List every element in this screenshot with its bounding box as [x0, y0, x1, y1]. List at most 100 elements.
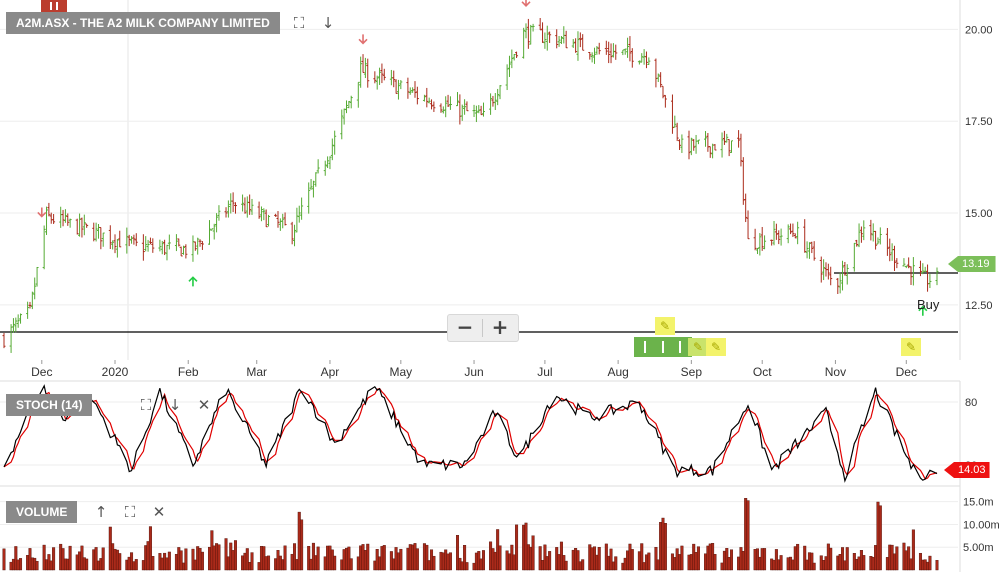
- handle-grip: [50, 2, 52, 10]
- volume-bar: [184, 548, 188, 571]
- volume-bar: [614, 556, 618, 571]
- volume-bar: [597, 547, 601, 571]
- date-tick-label: Dec: [31, 365, 52, 379]
- volume-bar: [538, 546, 542, 571]
- volume-gridlines: [0, 501, 958, 548]
- volume-bar: [456, 535, 460, 571]
- pencil-icon[interactable]: ✎: [655, 317, 675, 335]
- volume-bar: [366, 543, 370, 571]
- volume-bar: [481, 550, 485, 571]
- volume-bar: [167, 551, 171, 571]
- price-axis: 20.00 17.50 15.00 12.50: [965, 24, 993, 312]
- volume-bar: [647, 552, 651, 571]
- volume-bar: [300, 519, 304, 571]
- arrow-up-icon[interactable]: ↑: [94, 503, 108, 521]
- volume-bar: [382, 545, 386, 571]
- pencil-icon[interactable]: ✎: [901, 338, 921, 356]
- volume-tick-label: 15.0m: [963, 497, 994, 509]
- volume-bar: [531, 535, 535, 571]
- volume-bar: [630, 549, 634, 571]
- volume-bar: [134, 559, 138, 571]
- volume-bar: [829, 547, 833, 571]
- close-icon[interactable]: ✕: [197, 396, 211, 414]
- expand-icon[interactable]: ⛶: [124, 503, 136, 521]
- volume-bar: [779, 555, 783, 571]
- zoom-in-button[interactable]: +: [491, 315, 509, 339]
- volume-bar: [217, 544, 221, 571]
- volume-bar: [862, 555, 866, 571]
- volume-bar: [498, 545, 502, 571]
- stoch-tick-label: 80: [965, 397, 977, 409]
- last-price-tag: 13.19: [948, 256, 996, 272]
- volume-bar: [515, 524, 519, 571]
- handle-grip: [56, 2, 58, 10]
- expand-icon[interactable]: ⛶: [293, 14, 305, 32]
- zoom-divider: [482, 319, 483, 337]
- volume-tick-label: 10.00m: [963, 519, 1000, 531]
- volume-bar: [42, 544, 46, 571]
- date-tick-label: Jun: [464, 365, 483, 379]
- arrow-down-icon[interactable]: ↓: [321, 14, 335, 32]
- sell-arrow-icon: [358, 34, 368, 45]
- volume-bar: [245, 548, 249, 571]
- volume-bar: [841, 547, 845, 571]
- date-tick-label: Apr: [321, 365, 340, 379]
- date-axis: Dec 2020 Feb Mar Apr May Jun Jul Aug Sep Oct Nov Dec: [31, 360, 917, 379]
- volume-bar: [465, 562, 469, 571]
- volume-bar: [307, 545, 311, 571]
- pencil-icon[interactable]: ✎: [688, 338, 708, 356]
- volume-bar: [730, 549, 734, 571]
- volume-bar: [696, 546, 700, 571]
- close-icon[interactable]: ✕: [152, 503, 166, 521]
- volume-tick-label: 5.00m: [963, 542, 994, 554]
- volume-bar: [250, 552, 254, 571]
- event-marker: [644, 341, 646, 353]
- volume-bar: [845, 547, 849, 571]
- volume-bar: [2, 548, 6, 571]
- symbol-title[interactable]: A2M.ASX - THE A2 MILK COMPANY LIMITED: [6, 12, 280, 34]
- sell-arrow-icon: [521, 0, 531, 7]
- stoch-axis: 8020: [965, 397, 977, 472]
- volume-bar: [895, 546, 899, 571]
- volume-bar: [283, 545, 287, 571]
- volume-axis: 15.0m 10.00m 5.00m: [963, 497, 1000, 555]
- stoch-value-tag: 14.03: [944, 462, 990, 478]
- volume-bar: [333, 555, 337, 571]
- date-tick-label: Dec: [896, 365, 917, 379]
- volume-bar: [233, 540, 237, 571]
- volume-title[interactable]: VOLUME: [6, 501, 78, 523]
- volume-bar: [810, 552, 814, 571]
- date-tick-label: Oct: [753, 365, 772, 379]
- volume-bar: [928, 555, 932, 571]
- volume-bar: [94, 547, 98, 571]
- volume-bar: [14, 546, 18, 571]
- volume-bar: [911, 529, 915, 571]
- sell-arrow-icon: [37, 207, 47, 218]
- event-marker: [662, 341, 664, 353]
- stoch-series: [3, 384, 938, 483]
- volume-bar: [179, 550, 183, 571]
- ohlc-series: [2, 18, 939, 353]
- arrow-down-icon[interactable]: ↓: [168, 396, 182, 414]
- stoch-title[interactable]: STOCH (14): [6, 394, 93, 416]
- event-marker: [679, 341, 681, 353]
- price-gridlines: [0, 28, 958, 306]
- event-marker-group[interactable]: [634, 337, 692, 357]
- stoch-levels: [0, 401, 958, 466]
- volume-bar: [191, 548, 195, 571]
- volume-bar: [680, 545, 684, 571]
- expand-icon[interactable]: ⛶: [140, 396, 152, 414]
- volume-bar: [415, 548, 419, 571]
- volume-bar: [654, 547, 658, 571]
- date-tick-label: Feb: [178, 365, 199, 379]
- volume-bar: [463, 545, 467, 571]
- volume-bar: [878, 505, 882, 571]
- volume-bar: [118, 553, 122, 571]
- zoom-out-button[interactable]: −: [456, 315, 474, 339]
- price-tick-label: 17.50: [965, 116, 993, 128]
- drag-handle[interactable]: [41, 0, 67, 12]
- volume-bar: [101, 547, 105, 571]
- pencil-icon[interactable]: ✎: [706, 338, 726, 356]
- volume-bar: [349, 558, 353, 571]
